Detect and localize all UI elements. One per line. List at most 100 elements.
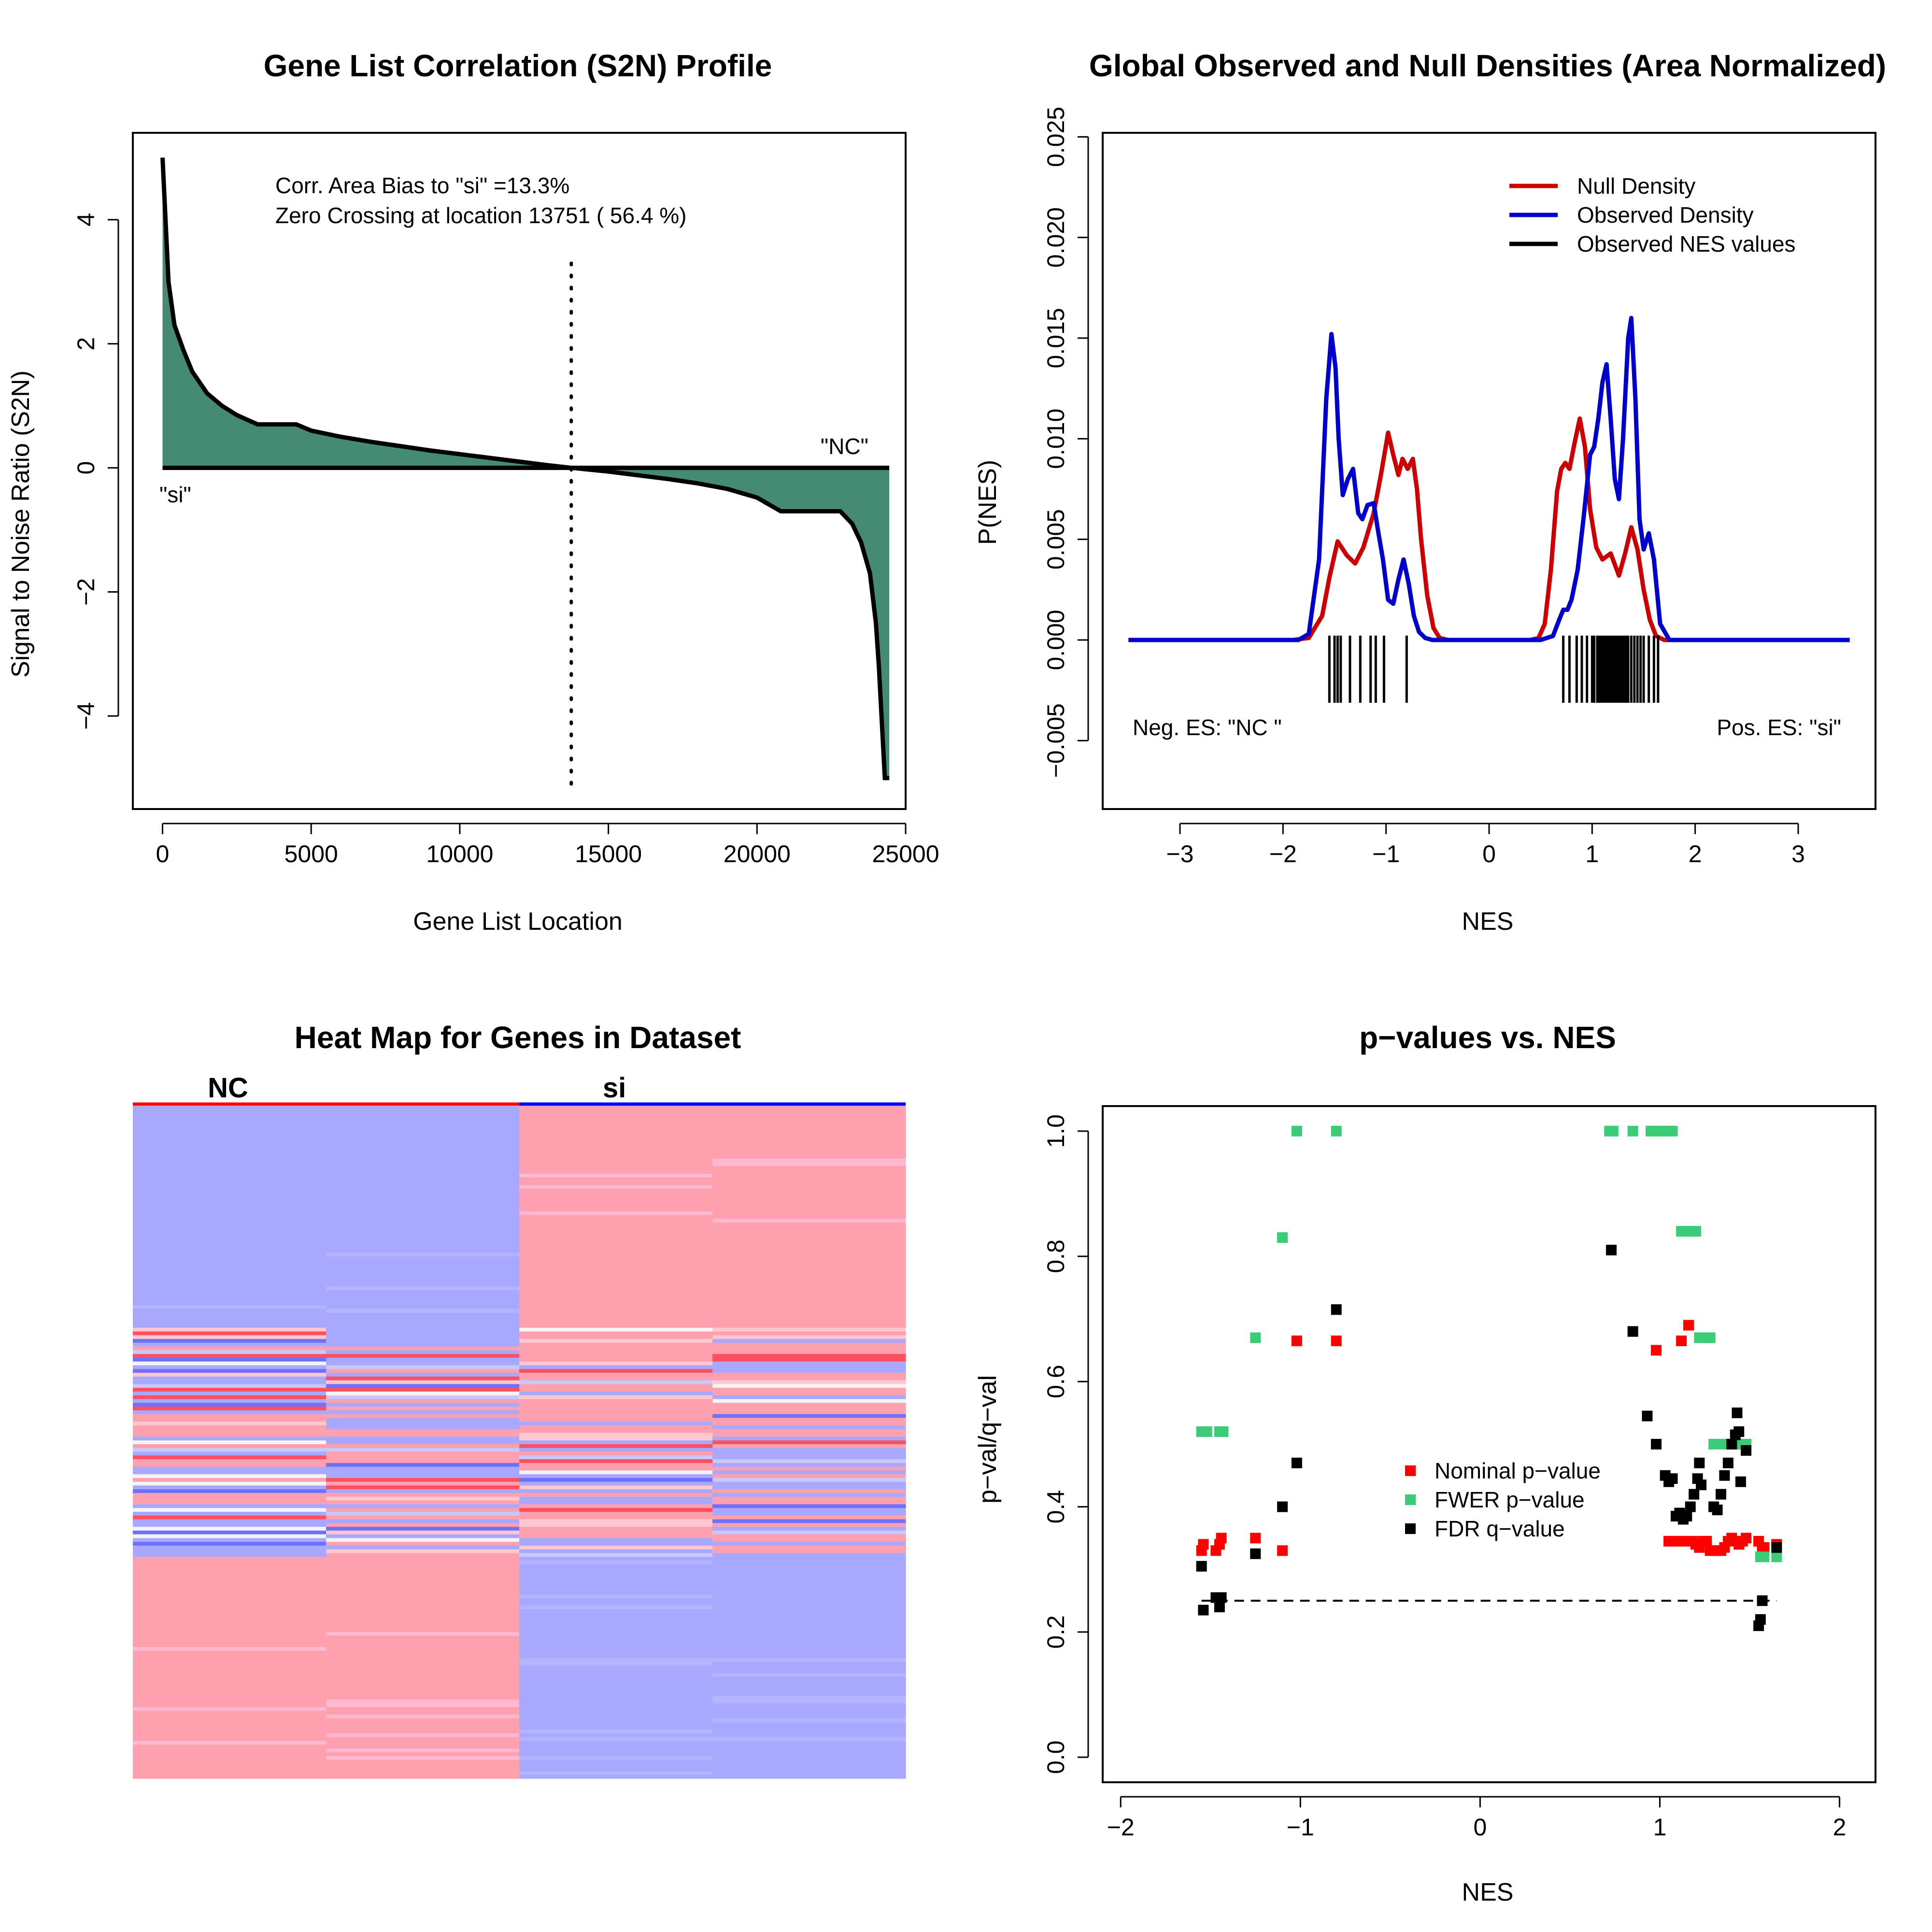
heatmap-cell [712, 1594, 906, 1599]
fdr-q-point [1722, 1457, 1733, 1468]
heatmap-cell [326, 1170, 520, 1174]
heatmap-cell [712, 1654, 906, 1659]
heatmap-cell [326, 1756, 520, 1760]
heatmap-cell [519, 1561, 713, 1565]
heatmap-cell [712, 1237, 906, 1242]
heatmap-cell [133, 1177, 327, 1182]
heatmap-cell [326, 1684, 520, 1689]
pos-es-annotation: Pos. ES: "si" [1717, 715, 1841, 740]
pvalue-panel: p−values vs. NES NES p−val/q−val −2 −1 0 1 2… [974, 1020, 1876, 1906]
heatmap-cell [712, 1324, 906, 1328]
heatmap-cell [326, 1361, 520, 1366]
heatmap-cell [519, 1481, 713, 1486]
heatmap-cell [133, 1579, 327, 1584]
heatmap-cell [326, 1613, 520, 1618]
heatmap-cell [326, 1628, 520, 1633]
heatmap-cell [712, 1718, 906, 1723]
heatmap-cell [326, 1433, 520, 1437]
heatmap-cell [519, 1673, 713, 1677]
heatmap-cell [133, 1696, 327, 1700]
heatmap-cell [133, 1534, 327, 1538]
heatmap-cell [712, 1290, 906, 1294]
heatmap-cell [519, 1140, 713, 1144]
heatmap-cell [326, 1448, 520, 1452]
heatmap-cell [712, 1335, 906, 1339]
heatmap-cell [326, 1665, 520, 1670]
heatmap-cell [133, 1500, 327, 1505]
fwer-p-point [1291, 1125, 1302, 1136]
heatmap-cell [133, 1564, 327, 1569]
heatmap-cell [326, 1688, 520, 1692]
heatmap-cell [519, 1767, 713, 1772]
heatmap-cell [133, 1245, 327, 1250]
heatmap-cell [712, 1673, 906, 1677]
heatmap-cell [133, 1515, 327, 1520]
pvalue-legend-label: FWER p−value [1435, 1487, 1585, 1512]
heatmap-cell [519, 1587, 713, 1591]
heatmap-cell [519, 1512, 713, 1516]
heatmap-cell [712, 1527, 906, 1531]
fdr-q-point [1291, 1457, 1302, 1468]
density-y-axis-label: P(NES) [974, 460, 1002, 545]
heatmap-cell [326, 1293, 520, 1298]
heatmap-cell [712, 1121, 906, 1125]
heatmap-cell [712, 1748, 906, 1753]
heatmap-cell [326, 1185, 520, 1189]
heatmap-cell [712, 1140, 906, 1144]
fdr-q-point [1732, 1407, 1743, 1419]
heatmap-cell [519, 1117, 713, 1122]
heatmap-cell [326, 1189, 520, 1193]
heatmap-cell [519, 1309, 713, 1313]
heatmap-cell [133, 1343, 327, 1347]
heatmap-cell [519, 1444, 713, 1449]
heatmap-cell [519, 1553, 713, 1557]
heatmap-cell [712, 1681, 906, 1685]
heatmap-cell [326, 1406, 520, 1411]
heatmap-cell [519, 1414, 713, 1419]
heatmap-cell [326, 1327, 520, 1332]
heatmap-cell [519, 1335, 713, 1339]
heatmap-cell [326, 1493, 520, 1497]
heatmap-cell [133, 1358, 327, 1362]
heatmap-cell [712, 1147, 906, 1151]
density-y-tick-label: −0.005 [1042, 703, 1069, 778]
heatmap-cell [133, 1377, 327, 1381]
heatmap-cell [519, 1406, 713, 1411]
heatmap-cell [133, 1771, 327, 1775]
heatmap-cell [519, 1320, 713, 1324]
heatmap-cell [712, 1241, 906, 1246]
heatmap-cell [519, 1241, 713, 1246]
heatmap-cell [326, 1343, 520, 1347]
heatmap-cell [326, 1654, 520, 1659]
heatmap-cell [326, 1594, 520, 1599]
heatmap-cell [712, 1669, 906, 1674]
heatmap-cell [326, 1519, 520, 1523]
heatmap-cell [712, 1200, 906, 1204]
heatmap-cell [326, 1760, 520, 1764]
pvalue-legend-swatch [1405, 1494, 1416, 1505]
density-x-tick-label: 2 [1689, 840, 1702, 867]
heatmap-cell [712, 1576, 906, 1580]
heatmap-cell [519, 1392, 713, 1396]
pvalue-x-axis-label: NES [1462, 1878, 1514, 1906]
heatmap-cell [712, 1192, 906, 1197]
heatmap-cell [712, 1542, 906, 1546]
heatmap-cell [133, 1542, 327, 1546]
heatmap-cell [326, 1346, 520, 1351]
heatmap-cell [326, 1583, 520, 1588]
heatmap-cell [133, 1312, 327, 1317]
nominal-p-point [1683, 1320, 1694, 1331]
heatmap-cell [519, 1718, 713, 1723]
heatmap-cell [133, 1767, 327, 1772]
heatmap-cell [519, 1658, 713, 1662]
fwer-p-point [1277, 1232, 1288, 1243]
heatmap-cell [519, 1234, 713, 1238]
heatmap-cell [133, 1373, 327, 1377]
heatmap-cell [519, 1639, 713, 1644]
heatmap-cell [712, 1707, 906, 1711]
heatmap-cell [133, 1635, 327, 1640]
heatmap-cell [519, 1219, 713, 1223]
heatmap-cell [712, 1455, 906, 1460]
heatmap-cell [519, 1361, 713, 1366]
heatmap-cell [133, 1155, 327, 1159]
